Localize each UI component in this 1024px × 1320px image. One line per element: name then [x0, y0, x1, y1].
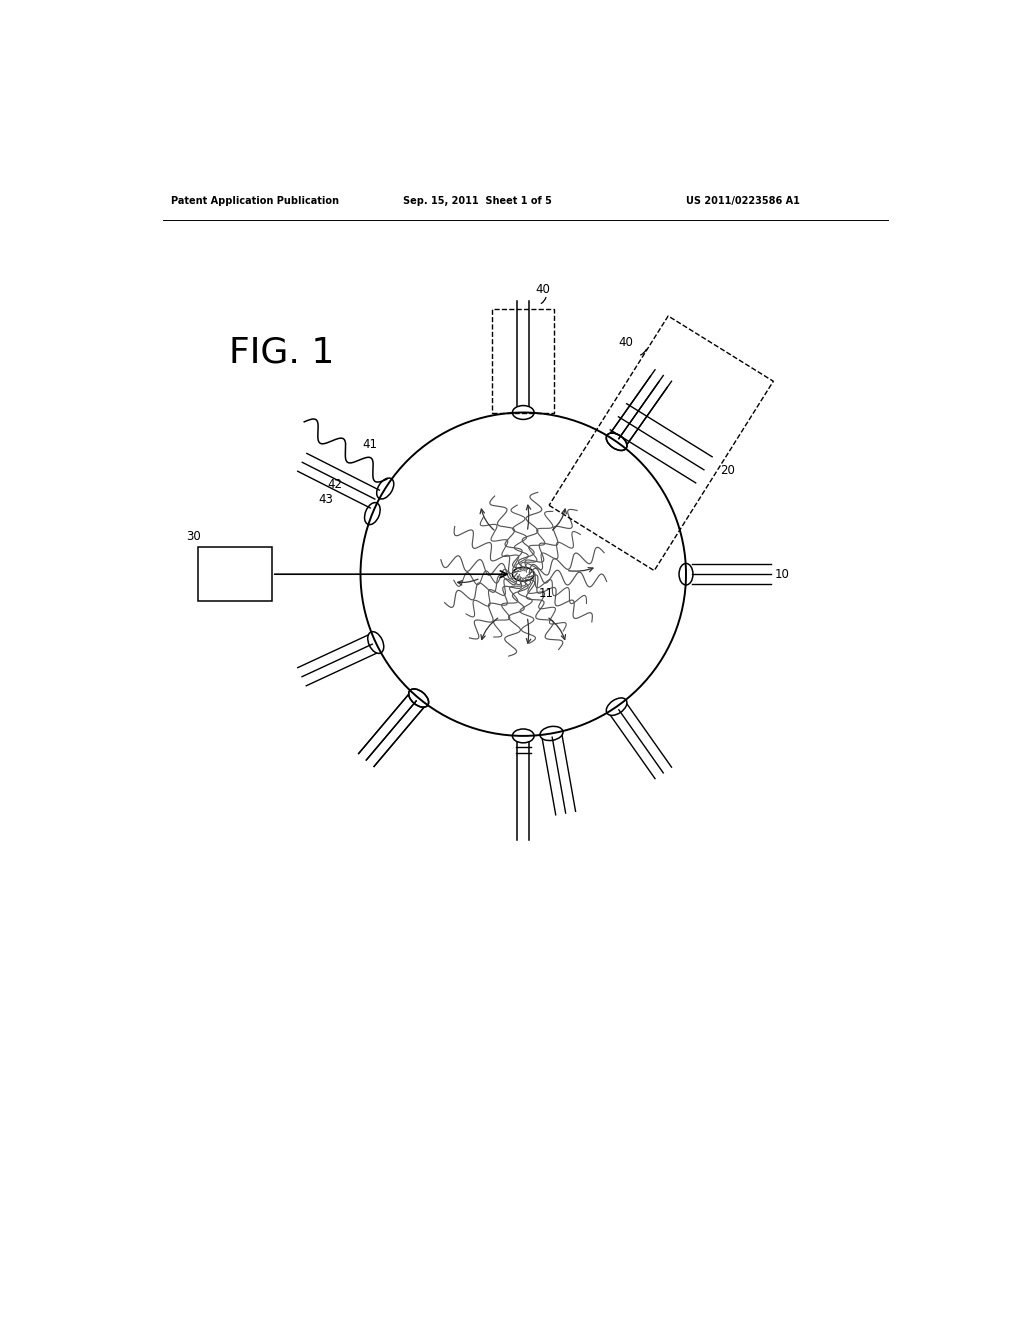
Text: 40: 40: [535, 284, 550, 296]
Text: Patent Application Publication: Patent Application Publication: [171, 195, 339, 206]
Text: 20: 20: [720, 465, 735, 477]
Text: Sep. 15, 2011  Sheet 1 of 5: Sep. 15, 2011 Sheet 1 of 5: [403, 195, 552, 206]
Text: US 2011/0223586 A1: US 2011/0223586 A1: [686, 195, 800, 206]
Text: 41: 41: [362, 438, 377, 451]
Text: 11: 11: [539, 587, 554, 601]
Text: 30: 30: [186, 529, 202, 543]
Text: FIG. 1: FIG. 1: [228, 335, 334, 370]
Text: 40: 40: [618, 335, 634, 348]
Text: 42: 42: [327, 478, 342, 491]
Text: 10: 10: [775, 568, 790, 581]
Ellipse shape: [512, 568, 535, 581]
Text: 43: 43: [318, 494, 333, 507]
